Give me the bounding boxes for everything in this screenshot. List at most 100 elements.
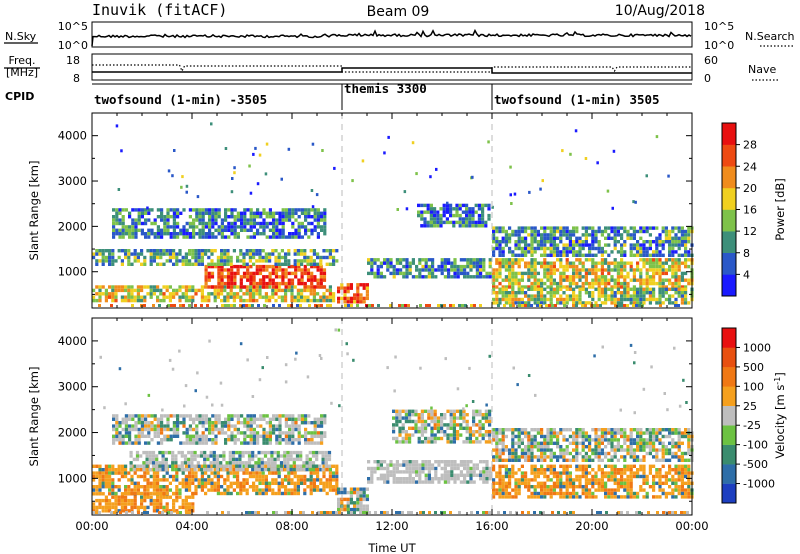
echo-cell [671, 236, 675, 240]
echo-cell [514, 233, 518, 237]
echo-cell [156, 478, 160, 482]
echo-cell [597, 481, 601, 485]
echo-cell [312, 252, 316, 256]
echo-cell [140, 434, 144, 438]
echo-cell [474, 220, 478, 225]
echo-cell [217, 232, 221, 236]
echo-cell [427, 473, 431, 477]
echo-cell [607, 236, 611, 240]
echo-cell [370, 268, 374, 272]
echo-cell [511, 278, 515, 282]
echo-cell [242, 275, 247, 279]
echo-cell [307, 221, 311, 226]
echo-cell [265, 221, 269, 226]
echo-cell [376, 466, 380, 471]
echo-cell [286, 454, 290, 458]
echo-cell [439, 220, 443, 225]
echo-cell [255, 268, 259, 272]
echo-cell [110, 304, 113, 307]
echo-cell [684, 287, 688, 291]
echo-cell [684, 236, 688, 240]
echo-cell [306, 485, 310, 489]
echo-cell [572, 243, 576, 247]
echo-cell [281, 218, 285, 222]
echo-cell [405, 466, 409, 471]
echo-cell [220, 275, 224, 279]
echo-cell [362, 497, 366, 502]
echo-cell [166, 208, 170, 212]
echo-cell [429, 175, 432, 179]
echo-cell [440, 423, 444, 427]
echo-cell [501, 236, 505, 240]
echo-cell [517, 236, 521, 240]
echo-cell [213, 288, 217, 293]
echo-cell [674, 285, 678, 289]
echo-cell [162, 478, 166, 482]
echo-cell [648, 246, 652, 251]
echo-cell [588, 301, 592, 305]
echo-cell [172, 232, 176, 236]
echo-cell [562, 301, 566, 305]
echo-cell [262, 285, 266, 289]
echo-cell [398, 430, 402, 434]
echo-cell [572, 278, 576, 282]
echo-cell [300, 225, 304, 229]
echo-cell [148, 457, 152, 462]
echo-cell [584, 253, 588, 257]
echo-cell [517, 488, 521, 492]
echo-cell [303, 259, 307, 263]
echo-cell [408, 268, 412, 272]
echo-cell [156, 288, 160, 293]
echo-cell [620, 268, 624, 272]
echo-cell [124, 249, 128, 253]
echo-cell [268, 255, 272, 260]
echo-cell [115, 414, 119, 418]
echo-cell [297, 232, 301, 236]
echo-cell [429, 203, 433, 208]
echo-cell [117, 464, 121, 468]
echo-cell [626, 291, 630, 295]
echo-cell [684, 246, 688, 251]
echo-cell [556, 301, 560, 305]
echo-cell [556, 268, 560, 272]
echo-cell [193, 464, 197, 468]
echo-cell [307, 438, 311, 442]
echo-cell [411, 413, 415, 417]
echo-cell [578, 253, 582, 257]
echo-cell [565, 464, 569, 468]
echo-cell [236, 421, 240, 425]
echo-cell [501, 464, 505, 468]
echo-cell [255, 249, 259, 253]
echo-cell [313, 228, 317, 232]
echo-cell [216, 255, 220, 260]
echo-cell [121, 438, 125, 442]
echo-cell [559, 229, 563, 234]
echo-cell [243, 417, 247, 421]
echo-cell [376, 268, 380, 272]
echo-cell [148, 467, 152, 472]
echo-cell [492, 481, 496, 485]
echo-cell [446, 409, 450, 413]
echo-cell [199, 450, 204, 455]
echo-cell [98, 481, 102, 485]
echo-cell [294, 417, 298, 421]
echo-cell [508, 233, 512, 237]
echo-cell [565, 471, 569, 475]
echo-cell [559, 485, 563, 489]
echo-cell [356, 283, 360, 287]
echo-cell [626, 281, 630, 286]
echo-cell [399, 480, 403, 484]
echo-cell [174, 461, 178, 465]
echo-cell [485, 275, 489, 279]
echo-cell [648, 301, 652, 305]
echo-cell [216, 471, 220, 475]
echo-cell [206, 467, 210, 472]
echo-cell [562, 233, 566, 237]
echo-cell [166, 421, 170, 425]
echo-cell [288, 441, 292, 445]
echo-cell [661, 240, 665, 244]
echo-cell [362, 487, 366, 491]
echo-cell [233, 208, 237, 212]
echo-cell [591, 297, 595, 302]
echo-cell [312, 485, 316, 489]
